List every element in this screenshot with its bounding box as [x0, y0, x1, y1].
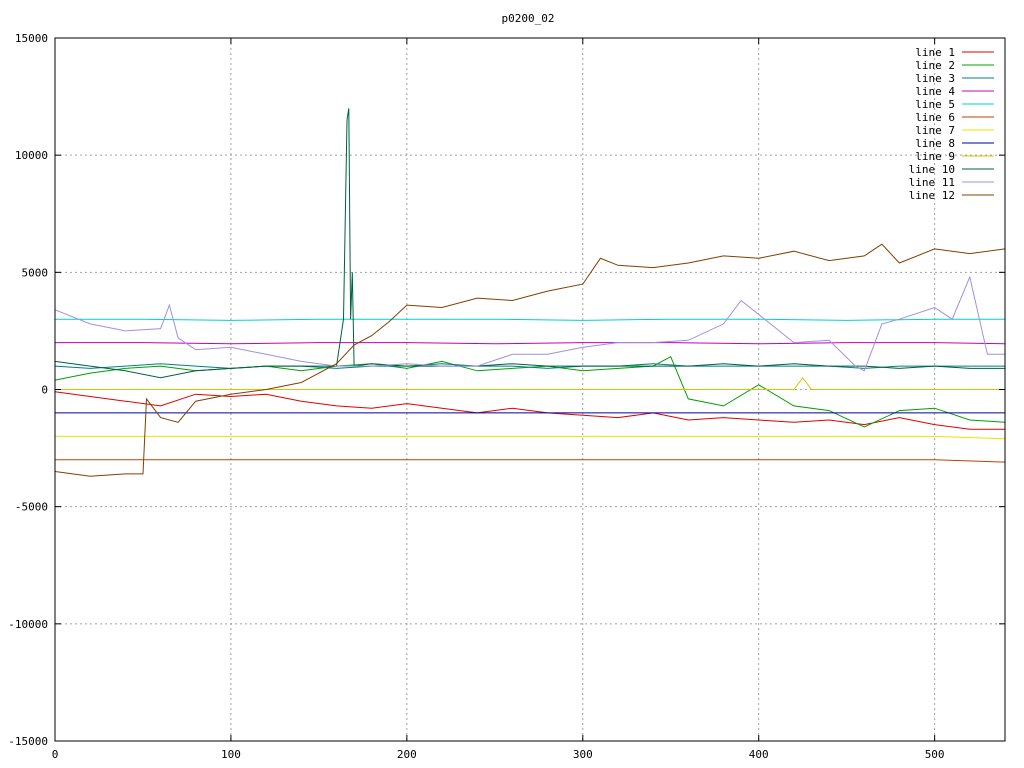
- x-tick-label: 500: [925, 748, 945, 761]
- x-tick-label: 300: [573, 748, 593, 761]
- y-tick-label: -15000: [8, 735, 48, 748]
- axes: 0 100 200 300 400 500 -15000 -10000 -5000 0 5000 10…: [8, 32, 1005, 761]
- x-tick-label: 100: [221, 748, 241, 761]
- series-line-3: [54, 363, 1005, 369]
- y-tick-label: -10000: [8, 618, 48, 631]
- series-line-7: [55, 435, 1006, 440]
- chart-title: p0200_02: [502, 12, 555, 25]
- series-line-6: [55, 459, 1006, 463]
- legend-label: line 10: [909, 163, 955, 176]
- legend-label: line 8: [915, 137, 955, 150]
- series-line-1: [54, 391, 1005, 430]
- series-layer: [54, 108, 1006, 477]
- legend-label: line 2: [915, 59, 955, 72]
- legend-label: line 7: [915, 124, 955, 137]
- legend-label: line 12: [909, 189, 955, 202]
- series-line-9: [55, 376, 1005, 390]
- y-tick-label: 0: [41, 384, 48, 397]
- legend-label: line 3: [915, 72, 955, 85]
- legend-label: line 5: [915, 98, 955, 111]
- series-line-12: [54, 243, 1006, 477]
- series-line-10: [54, 108, 1005, 379]
- x-tick-label: 0: [52, 748, 59, 761]
- y-tick-label: 15000: [15, 32, 48, 45]
- legend-label: line 4: [915, 85, 955, 98]
- y-tick-label: -5000: [15, 501, 48, 514]
- x-tick-label: 400: [749, 748, 769, 761]
- y-tick-label: 10000: [15, 149, 48, 162]
- legend-label: line 1: [915, 46, 955, 59]
- legend-label: line 9: [915, 150, 955, 163]
- series-line-11: [54, 275, 1005, 372]
- series-line-4: [55, 342, 1006, 345]
- legend-label: line 6: [915, 111, 955, 124]
- series-line-5: [55, 318, 1005, 321]
- x-tick-label: 200: [397, 748, 417, 761]
- legend-label: line 11: [909, 176, 955, 189]
- y-tick-label: 5000: [22, 266, 49, 279]
